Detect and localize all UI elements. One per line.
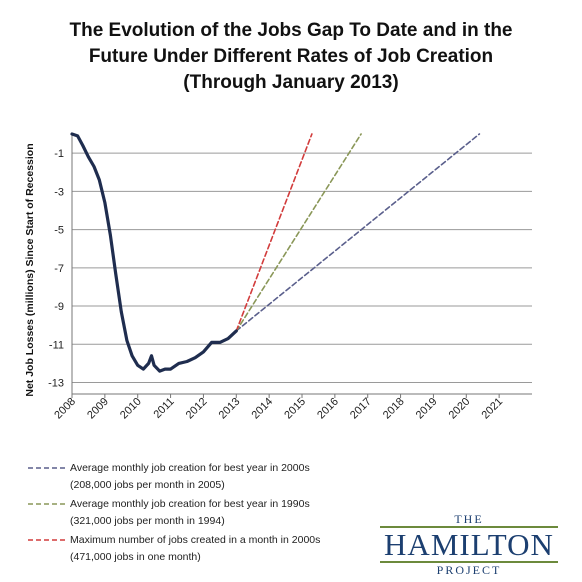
legend-sublabel: (321,000 jobs per month in 1994) xyxy=(70,515,225,527)
y-tick-label: -9 xyxy=(54,301,64,313)
x-tick-label: 2016 xyxy=(315,396,341,422)
y-tick-label: -3 xyxy=(54,186,64,198)
logo-top-text: THE xyxy=(454,512,484,526)
legend-swatch-2000s-avg xyxy=(28,467,66,469)
legend-sublabel: (208,000 jobs per month in 2005) xyxy=(70,479,225,491)
legend-swatch-1990s-avg xyxy=(28,503,66,505)
title-line-2: Future Under Different Rates of Job Crea… xyxy=(88,46,494,67)
legend-label: Maximum number of jobs created in a mont… xyxy=(70,534,321,546)
x-tick-label: 2020 xyxy=(447,396,473,422)
chart-svg: -1 -3 -5 -7 -9 -11 -13 2008 2009 2010 2011 2012 2013… xyxy=(48,132,532,422)
projection-line xyxy=(235,133,481,332)
x-tick-label: 2021 xyxy=(479,396,505,422)
x-tick-label: 2017 xyxy=(348,396,374,422)
x-tick-label: 2011 xyxy=(151,396,176,421)
x-tick-label: 2010 xyxy=(118,396,144,422)
title-line-3: (Through January 2013) xyxy=(183,72,399,93)
projection-line xyxy=(235,133,362,332)
legend-sublabel: (471,000 jobs in one month) xyxy=(70,551,201,563)
x-tick-label: 2019 xyxy=(414,396,440,422)
legend-label: Average monthly job creation for best ye… xyxy=(70,498,310,510)
hamilton-project-logo: THE HAMILTON PROJECT xyxy=(374,512,564,577)
x-tick-label: 2015 xyxy=(282,396,308,422)
logo-bottom-text: PROJECT xyxy=(436,563,502,577)
job-losses-line xyxy=(70,132,238,373)
y-tick-label: -7 xyxy=(54,263,64,275)
logo-main-text: HAMILTON xyxy=(380,526,558,563)
x-tick-label: 2018 xyxy=(381,396,407,422)
title-line-1: The Evolution of the Jobs Gap To Date an… xyxy=(69,20,513,41)
y-tick-label: -13 xyxy=(48,378,64,390)
legend-swatch-max-month xyxy=(28,539,66,541)
chart-title: The Evolution of the Jobs Gap To Date an… xyxy=(0,18,582,96)
y-tick-label: -5 xyxy=(54,225,64,237)
x-tick-label: 2012 xyxy=(184,396,210,422)
projection-line xyxy=(235,133,313,332)
legend-label: Average monthly job creation for best ye… xyxy=(70,462,310,474)
x-tick-label: 2009 xyxy=(85,396,111,422)
x-tick-label: 2008 xyxy=(52,396,78,422)
y-axis-label: Net Job Losses (millions) Since Start of… xyxy=(24,143,36,397)
y-tick-label: -1 xyxy=(54,148,64,160)
x-tick-label: 2014 xyxy=(249,396,275,422)
x-tick-label: 2013 xyxy=(217,396,243,422)
y-tick-label: -11 xyxy=(49,339,64,351)
